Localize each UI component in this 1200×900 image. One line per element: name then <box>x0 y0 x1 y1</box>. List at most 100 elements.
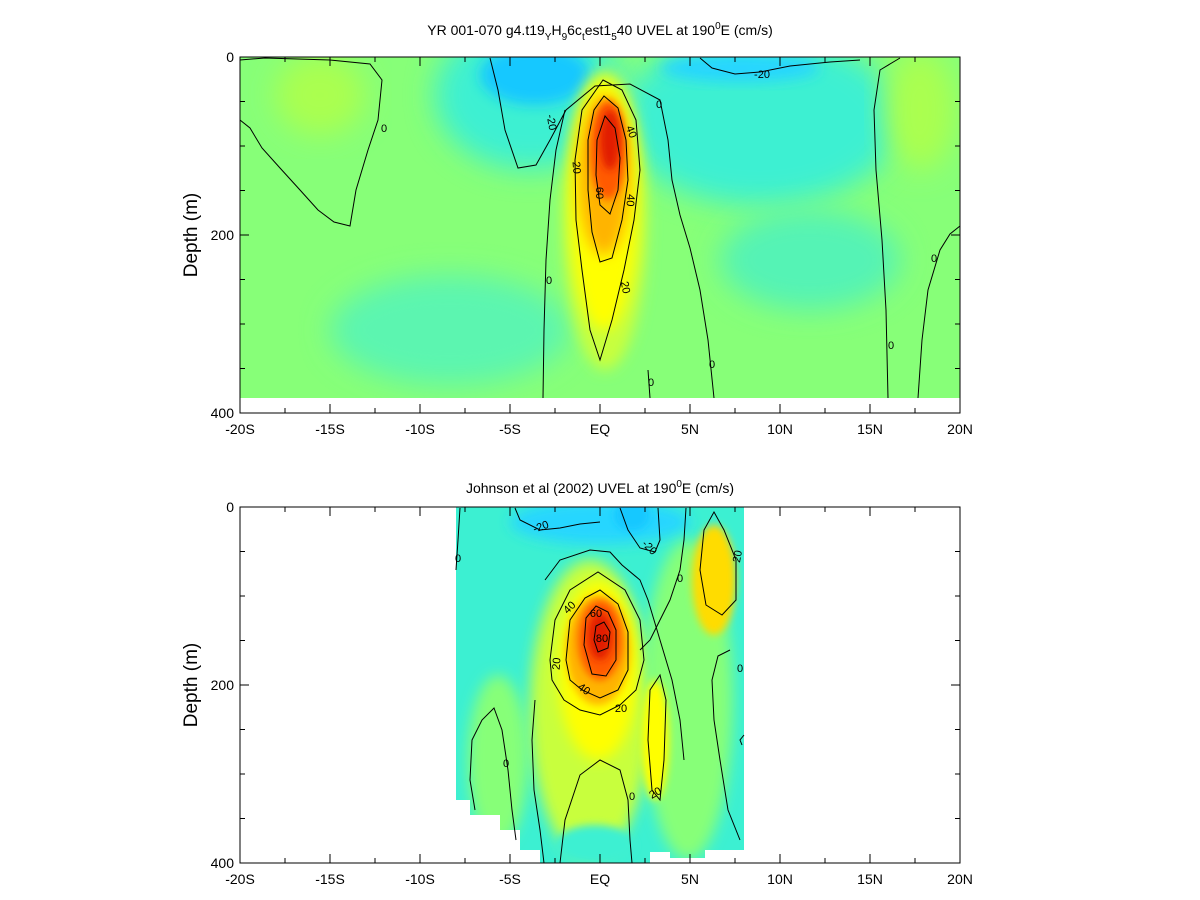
clabel-bottom-60: 60 <box>590 608 602 620</box>
clabel-top-60: 60 <box>593 187 605 199</box>
panel-bottom: Johnson et al (2002) UVEL at 1900E (cm/s… <box>181 479 973 887</box>
xtick-label-top: 10N <box>767 421 793 437</box>
clabel-top-0-c: 0 <box>546 275 552 287</box>
xtick-label-bottom: -15S <box>315 871 345 887</box>
contour-bottom-neg20-b <box>619 507 661 553</box>
field-bottom-north-lobe <box>692 525 736 635</box>
field-bottom-sec-core <box>614 507 650 531</box>
contour-bottom-40 <box>565 589 629 699</box>
xtick-label-bottom: -10S <box>405 871 435 887</box>
contour-bottom-0-south-lobe <box>469 707 517 841</box>
field-bottom <box>456 507 744 863</box>
clabel-top-0-g: 0 <box>648 377 654 389</box>
title-bottom: Johnson et al (2002) UVEL at 1900E (cm/s… <box>466 479 734 496</box>
contour-bottom-neg20-a <box>514 507 601 531</box>
xtick-label-top: 20N <box>947 421 973 437</box>
clabel-bottom-20-d: 20 <box>647 785 664 802</box>
xtick-label-top: -20S <box>225 421 255 437</box>
clabel-bottom-0-e: 0 <box>737 663 743 675</box>
clabel-bottom-20-c: 20 <box>615 703 627 715</box>
ytick-label-bottom: 200 <box>211 677 235 693</box>
clabel-top-0-b: 0 <box>656 99 662 111</box>
clabel-bottom-0-a: 0 <box>455 553 461 565</box>
contour-bottom-0-north <box>639 507 687 651</box>
field-top-weak-north-deep <box>720 210 900 310</box>
clabel-top-0-a: 0 <box>381 123 387 135</box>
field-bottom-south-lobe <box>468 675 528 845</box>
contour-bottom-0-deep <box>559 759 633 864</box>
ylabel-top: Depth (m) <box>181 193 202 277</box>
field-top-westward-north <box>620 57 900 205</box>
clabel-top-0-f: 0 <box>931 253 937 265</box>
clabel-bottom-80: 80 <box>596 633 608 645</box>
clabel-bottom-0-c: 0 <box>503 758 509 770</box>
contour-bottom-0-euc <box>544 549 685 761</box>
contour-labels-bottom: -20 -20 0 0 0 0 0 20 20 20 20 40 40 60 8… <box>455 519 745 803</box>
nodata-mask-bottom-right <box>650 850 744 863</box>
field-top-east-north <box>885 57 955 170</box>
field-top-euc-core <box>600 110 620 170</box>
contour-bottom-20-ne <box>699 510 737 616</box>
nodata-mask-bottom-left <box>456 800 540 863</box>
contour-top-neg20 <box>699 57 861 75</box>
clabel-top-20-b: 20 <box>618 280 632 294</box>
xtick-label-top: -10S <box>405 421 435 437</box>
contour-bottom-0-e <box>739 734 745 746</box>
contours-bottom <box>455 507 745 864</box>
clabel-top-neg20-b: -20 <box>754 69 770 81</box>
xtick-label-bottom: 20N <box>947 871 973 887</box>
contour-bottom-20-jet <box>647 673 667 802</box>
panel-top: YR 001-070 g4.t19YH96ctest1540 UVEL at 1… <box>181 21 973 437</box>
field-top-east-south <box>275 57 365 135</box>
xtick-label-bottom: 15N <box>857 871 883 887</box>
ytick-label-top: 200 <box>211 227 235 243</box>
contours-top <box>239 57 961 399</box>
ytick-label-top: 400 <box>211 405 235 421</box>
ytick-label-bottom: 0 <box>226 499 234 515</box>
field-top <box>240 57 960 398</box>
contour-bottom-0-mid <box>531 699 545 864</box>
field-top-sec-core <box>480 57 590 105</box>
field-top-surface-north <box>660 57 820 82</box>
title-top: YR 001-070 g4.t19YH96ctest1540 UVEL at 1… <box>427 21 773 43</box>
contour-bottom-0-ne <box>711 649 741 841</box>
ytick-label-top: 0 <box>226 49 234 65</box>
xtick-label-bottom: 10N <box>767 871 793 887</box>
clabel-top-40-a: 40 <box>623 124 638 140</box>
ytick-label-bottom: 400 <box>211 855 235 871</box>
field-top-weak-south-deep <box>330 275 570 385</box>
clabel-top-20-a: 20 <box>569 161 582 174</box>
clabel-bottom-0-b: 0 <box>677 573 683 585</box>
ylabel-bottom: Depth (m) <box>181 643 202 727</box>
clabel-bottom-20-a: 20 <box>731 549 745 563</box>
xtick-label-top: 15N <box>857 421 883 437</box>
clabel-bottom-40-b: 40 <box>575 681 592 698</box>
field-bottom-euc-core <box>588 612 612 660</box>
contour-top-0-south <box>239 57 383 227</box>
contour-top-20 <box>574 79 641 362</box>
xtick-label-top: 5N <box>681 421 699 437</box>
xtick-label-top: EQ <box>590 421 610 437</box>
xtick-label-bottom: EQ <box>590 871 610 887</box>
contour-top-60 <box>595 114 621 215</box>
clabel-bottom-neg20-a: -20 <box>531 519 550 536</box>
contour-top-0-sec <box>489 57 715 399</box>
clabel-bottom-0-d: 0 <box>629 791 635 803</box>
contour-top-0-euc-west <box>542 109 566 399</box>
contour-top-0-north <box>873 57 901 399</box>
clabel-bottom-20-b: 20 <box>551 657 564 670</box>
contour-bottom-80 <box>593 621 611 653</box>
xtick-label-top: -5S <box>499 421 521 437</box>
contour-labels-top: -20 -20 0 0 0 0 0 0 0 20 20 40 40 60 <box>381 69 937 389</box>
field-bottom-deep-jet <box>641 680 669 800</box>
contour-top-0-far-north <box>917 225 961 399</box>
xtick-label-bottom: 5N <box>681 871 699 887</box>
clabel-top-neg20-a: -20 <box>544 114 559 132</box>
clabel-top-0-e: 0 <box>888 340 894 352</box>
xtick-label-bottom: -5S <box>499 871 521 887</box>
contour-bottom-20-outer <box>549 571 645 716</box>
xtick-label-bottom: -20S <box>225 871 255 887</box>
